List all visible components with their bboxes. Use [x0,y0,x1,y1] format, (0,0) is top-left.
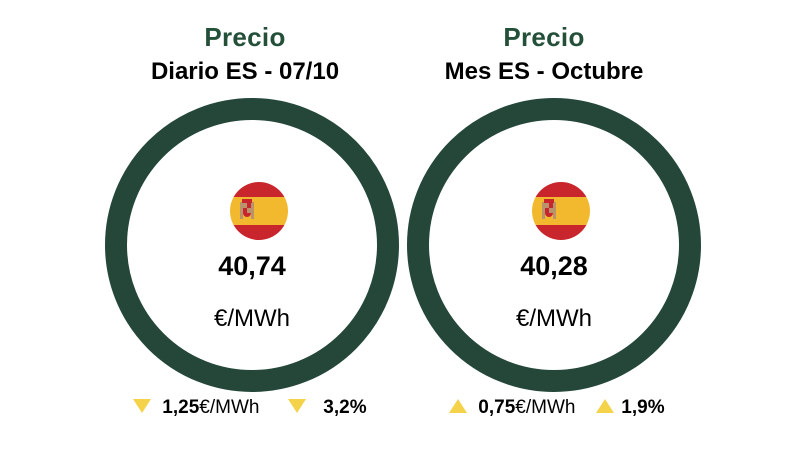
absolute-change: 1,25€/MWh [133,394,259,422]
percent-change-value: 1,9% [621,397,665,418]
up-triangle-icon [596,398,614,413]
absolute-change-number: 1,25 [162,397,200,418]
spain-flag-icon [230,182,288,240]
card-subtitle: Mes ES - Octubre [444,58,644,85]
price-unit: €/MWh [213,305,290,332]
absolute-change-number: 0,75 [478,397,516,418]
daily-price-card: Precio Diario ES - 07/10 40,74 €/MWh 1,2… [95,0,399,450]
card-subtitle: Diario ES - 07/10 [150,58,340,85]
price-unit: €/MWh [515,305,592,332]
down-triangle-icon [288,398,306,413]
percent-change: 1,9% [596,394,665,422]
down-triangle-icon [133,398,151,413]
absolute-change-unit: €/MWh [199,397,260,418]
price-ring: 40,28 €/MWh [407,98,701,392]
card-title: Precio [204,22,286,52]
price-change-row: 1,25€/MWh 3,2% [95,394,395,422]
absolute-change: 0,75€/MWh [449,394,575,422]
monthly-price-card: Precio Mes ES - Octubre 40,28 €/MWh 0,75… [394,0,701,450]
percent-change: 3,2% [288,394,367,422]
card-title: Precio [503,22,585,52]
price-change-row: 0,75€/MWh 1,9% [394,394,694,422]
price-ring: 40,74 €/MWh [105,98,399,392]
absolute-change-unit: €/MWh [515,397,576,418]
spain-flag-icon [532,182,590,240]
percent-change-value: 3,2% [323,397,367,418]
price-value: 40,74 [218,251,286,281]
price-value: 40,28 [520,251,588,281]
up-triangle-icon [449,398,467,413]
